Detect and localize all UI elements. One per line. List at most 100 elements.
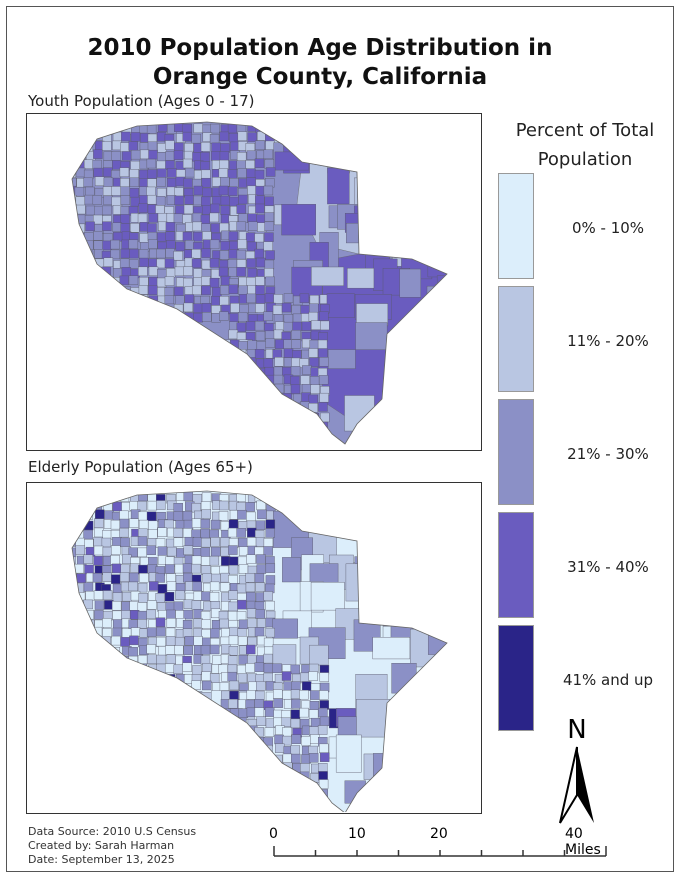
census-tract — [291, 797, 301, 808]
census-tract — [157, 673, 168, 683]
census-tract — [147, 500, 158, 511]
census-tract — [248, 221, 258, 231]
census-tract — [246, 293, 256, 304]
census-tract — [373, 536, 403, 556]
census-tract — [264, 268, 274, 278]
census-tract — [408, 410, 446, 444]
census-tract — [210, 546, 221, 557]
census-tract — [146, 511, 157, 522]
census-tract — [310, 431, 320, 441]
census-tract — [236, 611, 247, 621]
census-tract — [228, 698, 238, 709]
census-tract — [111, 737, 142, 763]
census-tract — [355, 797, 381, 812]
census-tract — [281, 717, 291, 728]
census-tract — [156, 177, 166, 187]
census-tract — [120, 223, 130, 233]
census-tract — [184, 636, 195, 646]
census-tract — [147, 194, 157, 205]
census-tract — [148, 520, 158, 531]
census-tract — [246, 349, 257, 359]
census-tract — [229, 366, 240, 376]
census-tract — [139, 195, 149, 205]
census-tract — [246, 258, 257, 268]
census-tract — [149, 313, 159, 323]
census-tract — [246, 690, 257, 700]
census-tract — [265, 627, 275, 638]
census-tract — [112, 563, 122, 574]
census-tract — [120, 564, 130, 574]
census-tract — [209, 134, 220, 144]
census-tract — [282, 421, 292, 431]
census-tract — [184, 240, 195, 250]
census-tract — [138, 673, 148, 683]
census-tract — [273, 294, 283, 304]
census-tract — [112, 286, 122, 296]
census-tract — [72, 285, 77, 296]
census-tract — [292, 313, 303, 324]
census-tract — [74, 491, 85, 502]
census-tract — [212, 177, 222, 187]
census-tract — [228, 329, 238, 340]
census-tract — [183, 599, 194, 609]
census-tract — [245, 699, 255, 710]
census-tract — [309, 422, 320, 432]
census-tract — [200, 518, 211, 529]
census-tract — [77, 340, 96, 379]
census-tract — [264, 789, 274, 799]
census-tract — [174, 682, 184, 692]
census-tract — [95, 509, 105, 519]
census-tract — [319, 752, 330, 762]
census-tract — [245, 232, 256, 243]
census-tract — [254, 707, 265, 717]
census-tract — [246, 608, 257, 618]
census-tract — [238, 770, 249, 780]
legend-swatch — [498, 399, 534, 505]
census-tract — [77, 672, 87, 682]
census-tract — [173, 601, 184, 611]
census-tract — [228, 789, 239, 800]
census-tract — [444, 421, 447, 444]
scale-tick-20: 20 — [430, 826, 448, 842]
census-tract — [137, 619, 147, 629]
census-tract — [165, 248, 175, 258]
census-tract — [273, 122, 308, 144]
census-tract — [85, 655, 95, 665]
census-tract — [237, 168, 247, 178]
census-tract — [201, 169, 211, 180]
census-tract — [263, 149, 274, 159]
census-tract — [72, 610, 77, 620]
census-tract — [119, 682, 129, 692]
census-tract — [211, 348, 239, 368]
census-tract — [246, 428, 256, 439]
census-tract — [83, 662, 93, 673]
census-tract — [210, 519, 221, 530]
census-tract — [111, 635, 121, 646]
census-tract — [200, 377, 231, 406]
census-tract — [164, 287, 174, 297]
elderly-map-panel — [26, 482, 482, 814]
census-tract — [85, 186, 95, 197]
census-tract — [308, 303, 319, 313]
census-tract — [319, 690, 329, 700]
census-tract — [245, 780, 256, 790]
census-tract — [220, 537, 230, 547]
census-tract — [72, 673, 75, 683]
census-tract — [139, 572, 149, 583]
census-tract — [444, 383, 447, 422]
census-tract — [290, 709, 301, 719]
census-tract — [227, 671, 237, 682]
census-tract — [138, 266, 148, 277]
census-tract — [281, 302, 292, 313]
census-tract — [122, 294, 132, 304]
census-tract — [92, 501, 103, 511]
scale-tick-0: 0 — [269, 826, 278, 842]
census-tract — [283, 772, 294, 783]
census-tract — [236, 528, 246, 538]
census-tract — [166, 177, 177, 188]
census-tract — [228, 574, 238, 585]
census-tract — [175, 295, 185, 305]
census-tract — [309, 294, 320, 305]
census-tract — [93, 295, 103, 306]
census-tract — [221, 727, 245, 748]
